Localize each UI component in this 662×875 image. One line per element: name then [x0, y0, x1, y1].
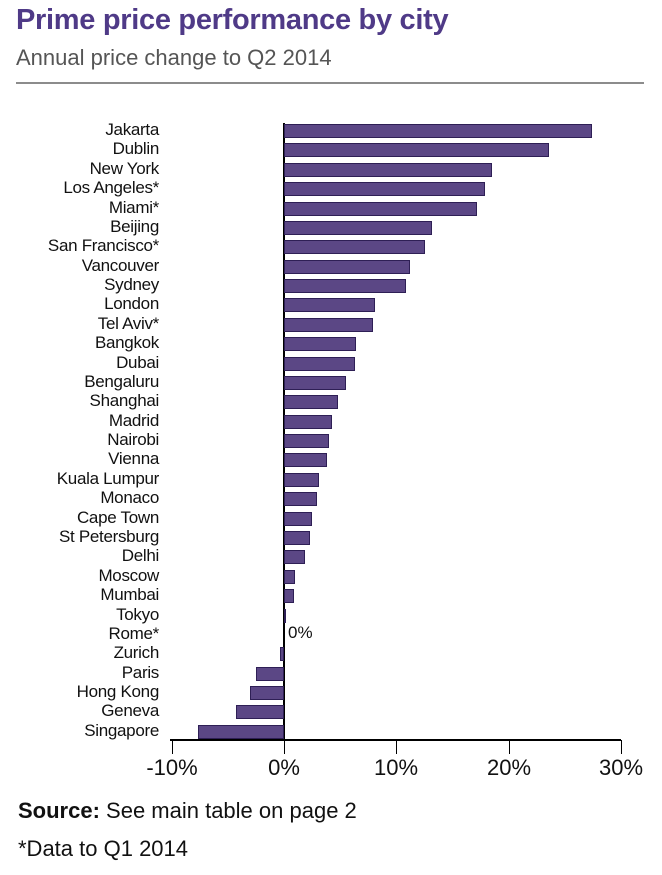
category-label: Monaco	[100, 488, 159, 508]
category-label: Vienna	[108, 449, 159, 469]
category-label: Zurich	[113, 643, 160, 663]
data-bar	[284, 608, 287, 623]
category-label: Rome*	[108, 623, 160, 643]
source-note: Source: See main table on page 2	[18, 798, 357, 824]
data-bar	[284, 472, 319, 487]
x-axis-tick-label: 10%	[373, 755, 419, 780]
data-bar	[197, 724, 284, 739]
data-bar	[284, 162, 492, 177]
x-axis-tick-label: -10%	[146, 755, 198, 780]
category-label: Bengaluru	[84, 371, 159, 391]
data-bar	[284, 356, 355, 371]
source-text: See main table on page 2	[99, 798, 357, 823]
category-label: Jakarta	[105, 120, 159, 139]
category-label: New York	[89, 158, 160, 178]
x-axis	[170, 739, 621, 741]
category-label: Miami*	[108, 197, 159, 217]
category-label: Singapore	[84, 720, 159, 740]
category-label: Madrid	[108, 410, 159, 430]
data-bar	[284, 317, 373, 332]
category-label: Nairobi	[107, 430, 159, 450]
data-bar	[284, 143, 550, 158]
category-label: Paris	[121, 662, 160, 682]
category-label: San Francisco*	[47, 236, 159, 256]
data-bar	[250, 686, 284, 701]
data-bar	[284, 375, 346, 390]
category-label: Moscow	[98, 565, 159, 585]
chart-title: Prime price performance by city	[16, 4, 449, 36]
data-bar	[284, 492, 317, 507]
category-label: Hong Kong	[76, 682, 160, 702]
category-label: Geneva	[101, 701, 159, 721]
data-bar	[279, 647, 284, 662]
category-label: Cape Town	[76, 507, 159, 527]
category-label: Dublin	[112, 139, 160, 159]
data-bar	[284, 530, 310, 545]
category-label: Mumbai	[100, 585, 159, 605]
x-axis-tick	[284, 740, 285, 754]
x-axis-tick	[621, 740, 622, 754]
header-divider	[16, 82, 644, 84]
data-bar	[255, 666, 284, 681]
category-label: Beijing	[110, 216, 159, 236]
data-bar	[284, 201, 478, 216]
data-bar	[284, 550, 306, 565]
data-bar	[284, 259, 410, 274]
category-label: Bangkok	[94, 333, 159, 353]
data-bar	[284, 182, 486, 197]
x-axis-tick-label: 30%	[598, 755, 644, 780]
x-axis-tick	[172, 740, 173, 754]
data-bar	[284, 337, 356, 352]
zero-annotation: 0%	[288, 623, 313, 642]
y-axis-zero-line	[283, 123, 285, 741]
data-bar	[284, 569, 296, 584]
x-axis-tick-label: 20%	[486, 755, 532, 780]
category-label: Tokyo	[116, 604, 159, 624]
data-bar	[284, 279, 407, 294]
x-axis-tick-label: 0%	[268, 755, 300, 780]
data-bar	[284, 511, 313, 526]
data-bar	[284, 220, 433, 235]
category-label: Dubai	[116, 352, 159, 372]
data-bar	[284, 589, 295, 604]
data-bar	[284, 453, 327, 468]
data-bar	[284, 395, 338, 410]
x-axis-tick	[396, 740, 397, 754]
data-bar	[284, 434, 329, 449]
data-bar	[284, 414, 333, 429]
source-label: Source:	[18, 798, 100, 823]
category-label: Vancouver	[81, 255, 160, 275]
data-bar	[284, 124, 592, 138]
footnote: *Data to Q1 2014	[18, 836, 189, 861]
category-label: Los Angeles*	[63, 178, 159, 198]
category-label: Delhi	[121, 546, 160, 566]
category-label: London	[104, 294, 159, 314]
chart-subtitle: Annual price change to Q2 2014	[16, 45, 332, 70]
category-label: Kuala Lumpur	[56, 468, 160, 488]
data-bar	[284, 240, 426, 255]
x-axis-tick	[509, 740, 510, 754]
category-label: St Petersburg	[58, 526, 159, 546]
category-label: Shanghai	[89, 391, 160, 411]
category-label: Sydney	[104, 275, 159, 295]
data-bar	[284, 298, 375, 313]
data-bar	[235, 705, 284, 720]
category-label: Tel Aviv*	[97, 313, 160, 333]
